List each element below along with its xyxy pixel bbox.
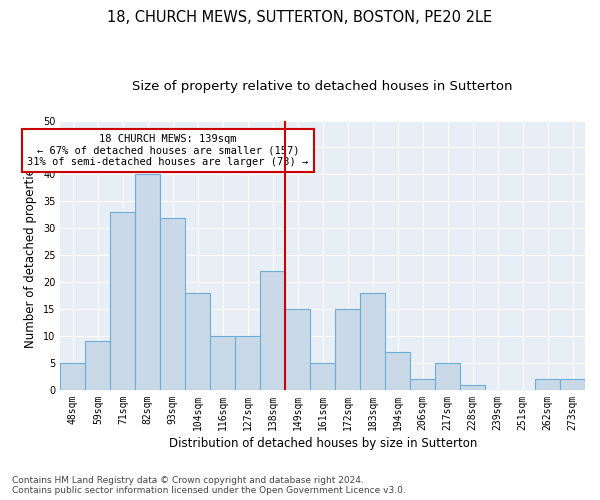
Bar <box>285 309 310 390</box>
Bar <box>185 293 210 390</box>
Bar <box>235 336 260 390</box>
Text: Contains HM Land Registry data © Crown copyright and database right 2024.
Contai: Contains HM Land Registry data © Crown c… <box>12 476 406 495</box>
Bar <box>410 379 435 390</box>
Bar <box>136 174 160 390</box>
Bar <box>85 342 110 390</box>
Bar <box>435 363 460 390</box>
Y-axis label: Number of detached properties: Number of detached properties <box>25 162 37 348</box>
X-axis label: Distribution of detached houses by size in Sutterton: Distribution of detached houses by size … <box>169 437 477 450</box>
Text: 18, CHURCH MEWS, SUTTERTON, BOSTON, PE20 2LE: 18, CHURCH MEWS, SUTTERTON, BOSTON, PE20… <box>107 10 493 25</box>
Bar <box>160 218 185 390</box>
Bar <box>210 336 235 390</box>
Bar <box>560 379 585 390</box>
Text: 18 CHURCH MEWS: 139sqm
← 67% of detached houses are smaller (157)
31% of semi-de: 18 CHURCH MEWS: 139sqm ← 67% of detached… <box>27 134 308 167</box>
Bar <box>460 384 485 390</box>
Bar <box>360 293 385 390</box>
Bar <box>335 309 360 390</box>
Bar <box>310 363 335 390</box>
Bar <box>110 212 136 390</box>
Bar <box>385 352 410 390</box>
Bar <box>61 363 85 390</box>
Title: Size of property relative to detached houses in Sutterton: Size of property relative to detached ho… <box>133 80 513 93</box>
Bar <box>260 272 285 390</box>
Bar <box>535 379 560 390</box>
